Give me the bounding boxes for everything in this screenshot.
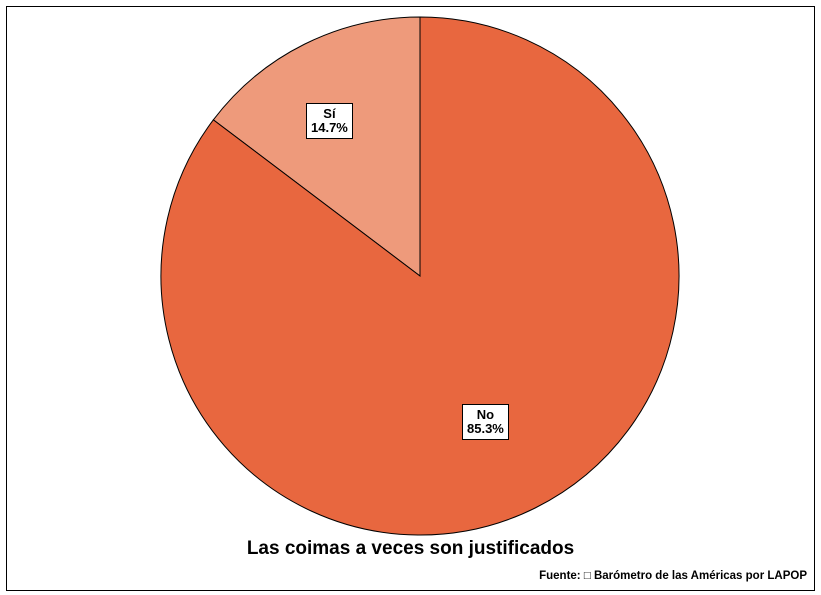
pie-slice-si <box>212 16 421 278</box>
slice-label-si-value: 14.7% <box>311 120 348 135</box>
pie-slice-no <box>160 16 680 536</box>
slice-label-no-value: 85.3% <box>467 421 504 436</box>
slice-label-si: Sí 14.7% <box>306 103 353 139</box>
slice-label-si-name: Sí <box>323 106 336 121</box>
slice-label-no: No 85.3% <box>462 404 509 440</box>
slice-label-no-name: No <box>476 407 495 422</box>
chart-title: Las coimas a veces son justificados <box>246 538 575 559</box>
chart-source: Fuente: □ Barómetro de las Américas por … <box>539 570 807 582</box>
